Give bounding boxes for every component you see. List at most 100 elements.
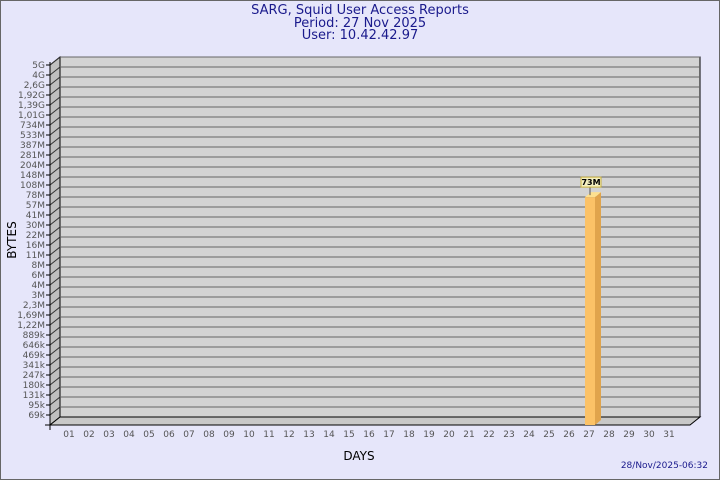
- gridline-side: [49, 246, 61, 256]
- y-tick-label: 341k: [23, 361, 46, 371]
- x-tick-label: 27: [583, 430, 594, 440]
- y-tick-label: 469k: [23, 351, 46, 361]
- x-tick-label: 09: [223, 430, 235, 440]
- y-tick-label: 78M: [26, 191, 45, 201]
- gridline-side: [49, 216, 61, 226]
- y-tick-label: 646k: [23, 341, 46, 351]
- y-axis-label: BYTES: [5, 221, 19, 258]
- chart-user: User: 10.42.42.97: [301, 28, 419, 43]
- y-tick-label: 180k: [23, 381, 46, 391]
- gridline-side: [49, 266, 61, 276]
- x-tick-label: 12: [283, 430, 294, 440]
- gridline-side: [49, 166, 61, 176]
- bar-value-label: 73M: [581, 178, 600, 187]
- gridline-side: [49, 56, 61, 66]
- y-tick-label: 1,92G: [18, 91, 45, 101]
- y-tick-label: 8M: [32, 261, 46, 271]
- gridline-side: [49, 66, 61, 76]
- gridline-side: [49, 386, 61, 396]
- gridline-side: [49, 76, 61, 86]
- gridline-side: [49, 276, 61, 286]
- y-tick-label: 387M: [20, 141, 45, 151]
- y-tick-label: 204M: [20, 161, 45, 171]
- x-tick-label: 05: [143, 430, 154, 440]
- y-tick-label: 889k: [23, 331, 46, 341]
- y-tick-label: 1,39G: [18, 101, 45, 111]
- gridline-side: [49, 236, 61, 246]
- gridline-side: [49, 86, 61, 96]
- x-tick-label: 26: [563, 430, 575, 440]
- x-tick-label: 21: [463, 430, 474, 440]
- y-tick-label: 5G: [32, 61, 45, 71]
- x-tick-label: 16: [363, 430, 375, 440]
- y-tick-label: 41M: [26, 211, 45, 221]
- y-tick-label: 4G: [32, 71, 45, 81]
- x-tick-label: 08: [203, 430, 215, 440]
- x-tick-label: 18: [403, 430, 415, 440]
- gridline-side: [49, 346, 61, 356]
- gridline-side: [49, 206, 61, 216]
- y-tick-label: 533M: [20, 131, 45, 141]
- bar-side: [595, 192, 601, 425]
- gridline-side: [49, 116, 61, 126]
- y-tick-label: 1,22M: [17, 321, 45, 331]
- x-tick-label: 29: [623, 430, 635, 440]
- y-tick-label: 2,3M: [23, 301, 45, 311]
- gridline-side: [49, 326, 61, 336]
- gridline-side: [49, 316, 61, 326]
- y-tick-label: 1,01G: [18, 111, 45, 121]
- bar: [585, 197, 595, 425]
- y-tick-label: 2,6G: [24, 81, 45, 91]
- gridline-side: [49, 306, 61, 316]
- gridline-side: [49, 126, 61, 136]
- y-tick-label: 3M: [32, 291, 46, 301]
- x-tick-label: 01: [63, 430, 74, 440]
- gridline-side: [49, 96, 61, 106]
- y-tick-label: 69k: [28, 411, 45, 421]
- x-tick-label: 17: [383, 430, 394, 440]
- x-tick-label: 15: [343, 430, 354, 440]
- gridline-side: [49, 406, 61, 416]
- gridline-side: [49, 176, 61, 186]
- x-tick-label: 13: [303, 430, 314, 440]
- y-tick-label: 30M: [26, 221, 45, 231]
- y-tick-label: 734M: [20, 121, 45, 131]
- plot-floor: [48, 416, 702, 426]
- chart-title: SARG, Squid User Access Reports: [251, 3, 469, 18]
- x-tick-label: 04: [123, 430, 135, 440]
- x-tick-label: 03: [103, 430, 114, 440]
- y-tick-label: 4M: [32, 281, 46, 291]
- x-tick-label: 20: [443, 430, 455, 440]
- x-tick-label: 11: [263, 430, 274, 440]
- x-tick-label: 19: [423, 430, 435, 440]
- y-tick-label: 131k: [23, 391, 46, 401]
- y-tick-label: 57M: [26, 201, 45, 211]
- gridline-side: [49, 136, 61, 146]
- y-tick-label: 108M: [20, 181, 45, 191]
- gridline-side: [49, 366, 61, 376]
- x-tick-label: 06: [163, 430, 175, 440]
- x-tick-label: 28: [603, 430, 615, 440]
- bar-top: [585, 192, 601, 198]
- gridline-side: [49, 226, 61, 236]
- gridline-side: [49, 146, 61, 156]
- x-tick-label: 22: [483, 430, 494, 440]
- gridline-side: [49, 396, 61, 406]
- y-tick-label: 247k: [23, 371, 46, 381]
- gridline-side: [49, 336, 61, 346]
- y-tick-label: 281M: [20, 151, 45, 161]
- gridline-side: [49, 286, 61, 296]
- y-tick-label: 11M: [26, 251, 45, 261]
- x-tick-label: 24: [523, 430, 535, 440]
- gridline-side: [49, 186, 61, 196]
- x-tick-label: 25: [543, 430, 554, 440]
- gridline-side: [49, 296, 61, 306]
- generated-timestamp: 28/Nov/2025-06:32: [620, 461, 708, 471]
- y-tick-label: 22M: [26, 231, 45, 241]
- gridline-side: [49, 156, 61, 166]
- gridline-side: [49, 106, 61, 116]
- gridline-side: [49, 376, 61, 386]
- x-tick-label: 23: [503, 430, 514, 440]
- x-tick-label: 07: [183, 430, 194, 440]
